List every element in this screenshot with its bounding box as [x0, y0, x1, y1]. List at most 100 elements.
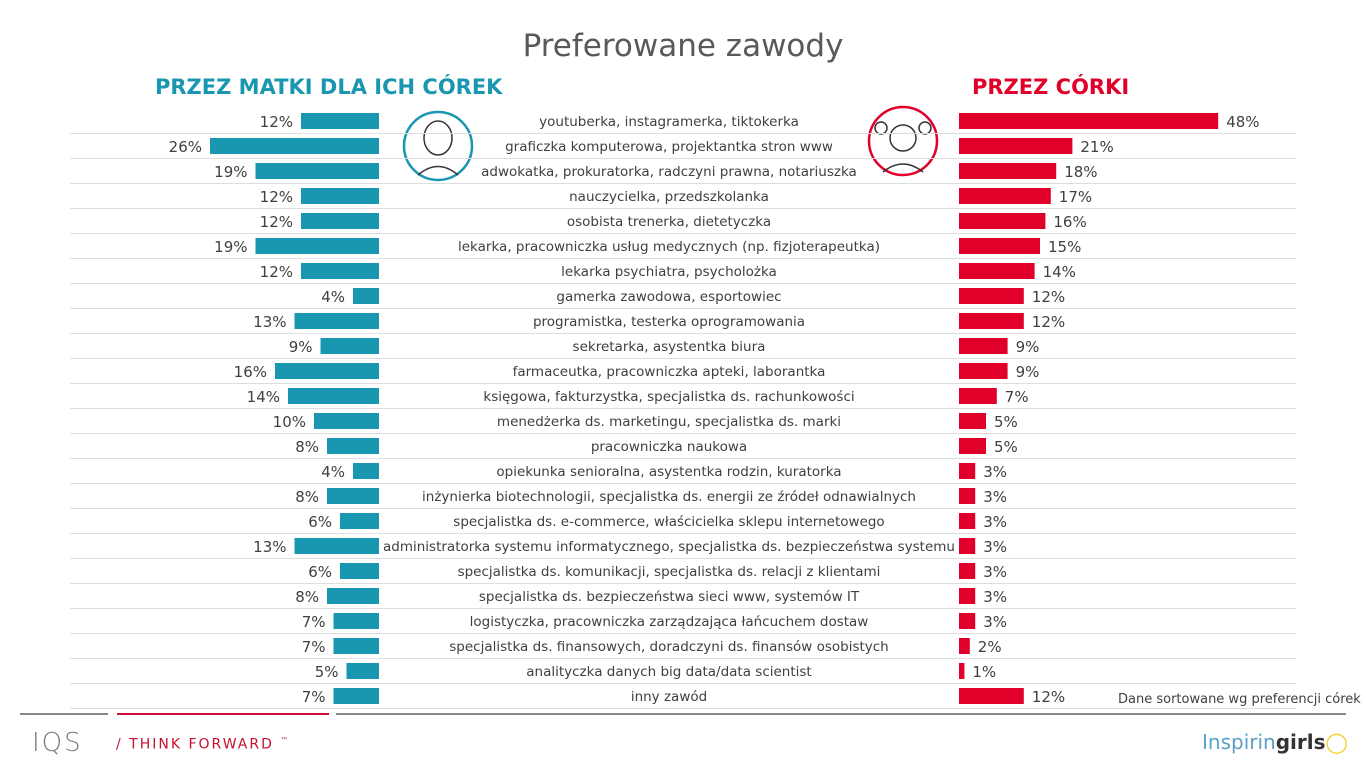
- label-daughters: 3%: [983, 613, 1007, 631]
- category-label: programistka, testerka oprogramowania: [533, 314, 805, 330]
- label-daughters: 12%: [1032, 288, 1065, 306]
- label-mothers: 7%: [302, 613, 326, 631]
- category-label: logistyczka, pracowniczka zarządzająca ł…: [470, 614, 869, 630]
- label-daughters: 3%: [983, 588, 1007, 606]
- bar-mothers: [327, 438, 379, 454]
- bar-daughters: [959, 388, 997, 404]
- label-daughters: 14%: [1043, 263, 1076, 281]
- label-daughters: 3%: [983, 488, 1007, 506]
- label-daughters: 18%: [1064, 163, 1097, 181]
- label-daughters: 12%: [1032, 688, 1065, 706]
- chart-title: Preferowane zawody: [522, 28, 844, 64]
- bar-daughters: [959, 188, 1051, 204]
- label-mothers: 4%: [321, 288, 345, 306]
- bar-daughters: [959, 688, 1024, 704]
- footer-divider: [336, 713, 1346, 715]
- label-mothers: 4%: [321, 463, 345, 481]
- bar-mothers: [327, 588, 379, 604]
- bar-mothers: [301, 263, 379, 279]
- category-label: pracowniczka naukowa: [591, 439, 747, 455]
- bar-mothers: [314, 413, 379, 429]
- label-mothers: 12%: [260, 213, 293, 231]
- label-daughters: 5%: [994, 413, 1018, 431]
- label-mothers: 12%: [260, 113, 293, 131]
- label-daughters: 9%: [1016, 338, 1040, 356]
- label-mothers: 6%: [308, 563, 332, 581]
- footer-divider: [20, 713, 108, 715]
- bar-daughters: [959, 513, 976, 529]
- bar-mothers: [210, 138, 379, 154]
- category-label: youtuberka, instagramerka, tiktokerka: [539, 114, 799, 130]
- category-label: nauczycielka, przedszkolanka: [569, 189, 769, 205]
- bar-daughters: [959, 588, 976, 604]
- label-mothers: 12%: [260, 188, 293, 206]
- tagline-text: THINK FORWARD: [129, 736, 274, 753]
- iqs-logo: IQS: [32, 728, 83, 758]
- bar-daughters: [959, 638, 970, 654]
- label-mothers: 19%: [214, 163, 247, 181]
- label-daughters: 1%: [972, 663, 996, 681]
- category-label: adwokatka, prokuratorka, radczyni prawna…: [481, 164, 857, 180]
- label-daughters: 7%: [1005, 388, 1029, 406]
- bar-mothers: [353, 463, 379, 479]
- legend-daughters: PRZEZ CÓRKI: [972, 75, 1130, 99]
- label-mothers: 6%: [308, 513, 332, 531]
- label-daughters: 3%: [983, 513, 1007, 531]
- bar-daughters: [959, 113, 1219, 129]
- bar-daughters: [959, 538, 976, 554]
- bar-daughters: [959, 338, 1008, 354]
- bar-daughters: [959, 413, 986, 429]
- bar-daughters: [959, 288, 1024, 304]
- category-label: osobista trenerka, dietetyczka: [567, 214, 771, 230]
- tm: ™: [280, 736, 291, 745]
- label-daughters: 16%: [1053, 213, 1086, 231]
- label-daughters: 3%: [983, 563, 1007, 581]
- label-daughters: 5%: [994, 438, 1018, 456]
- category-label: lekarka psychiatra, psycholożka: [561, 264, 777, 280]
- category-label: administratorka systemu informatycznego,…: [383, 539, 955, 555]
- category-label: specjalistka ds. finansowych, doradczyni…: [449, 639, 888, 655]
- label-mothers: 8%: [295, 488, 319, 506]
- bar-daughters: [959, 313, 1024, 329]
- tagline: / THINK FORWARD ™: [116, 736, 291, 753]
- category-label: graficzka komputerowa, projektantka stro…: [505, 139, 833, 155]
- label-mothers: 7%: [302, 688, 326, 706]
- category-label: sekretarka, asystentka biura: [573, 339, 766, 355]
- label-mothers: 8%: [295, 438, 319, 456]
- label-mothers: 9%: [289, 338, 313, 356]
- bar-mothers: [301, 188, 379, 204]
- bar-mothers: [327, 488, 379, 504]
- category-label: specjalistka ds. komunikacji, specjalist…: [458, 564, 881, 580]
- label-mothers: 13%: [253, 313, 286, 331]
- label-mothers: 13%: [253, 538, 286, 556]
- bar-mothers: [353, 288, 379, 304]
- label-daughters: 3%: [983, 463, 1007, 481]
- bar-mothers: [340, 563, 379, 579]
- category-label: inżynierka biotechnologii, specjalistka …: [422, 489, 916, 505]
- bar-mothers: [255, 163, 379, 179]
- label-daughters: 3%: [983, 538, 1007, 556]
- bar-mothers: [333, 638, 379, 654]
- label-mothers: 8%: [295, 588, 319, 606]
- label-daughters: 21%: [1080, 138, 1113, 156]
- bar-daughters: [959, 563, 976, 579]
- bar-mothers: [340, 513, 379, 529]
- category-label: specjalistka ds. e-commerce, właścicielk…: [453, 514, 884, 530]
- label-daughters: 12%: [1032, 313, 1065, 331]
- bar-mothers: [320, 338, 379, 354]
- bar-daughters: [959, 488, 976, 504]
- category-label: analityczka danych big data/data scienti…: [526, 664, 811, 680]
- category-label: gamerka zawodowa, esportowiec: [556, 289, 781, 305]
- bar-daughters: [959, 463, 976, 479]
- mother-icon: [402, 110, 474, 182]
- bar-daughters: [959, 363, 1008, 379]
- daughter-icon: [867, 105, 939, 177]
- category-label: lekarka, pracowniczka usług medycznych (…: [458, 239, 880, 255]
- bar-mothers: [333, 688, 379, 704]
- label-mothers: 7%: [302, 638, 326, 656]
- bar-daughters: [959, 163, 1057, 179]
- bar-mothers: [275, 363, 379, 379]
- category-label: księgowa, fakturzystka, specjalistka ds.…: [483, 389, 854, 405]
- label-daughters: 9%: [1016, 363, 1040, 381]
